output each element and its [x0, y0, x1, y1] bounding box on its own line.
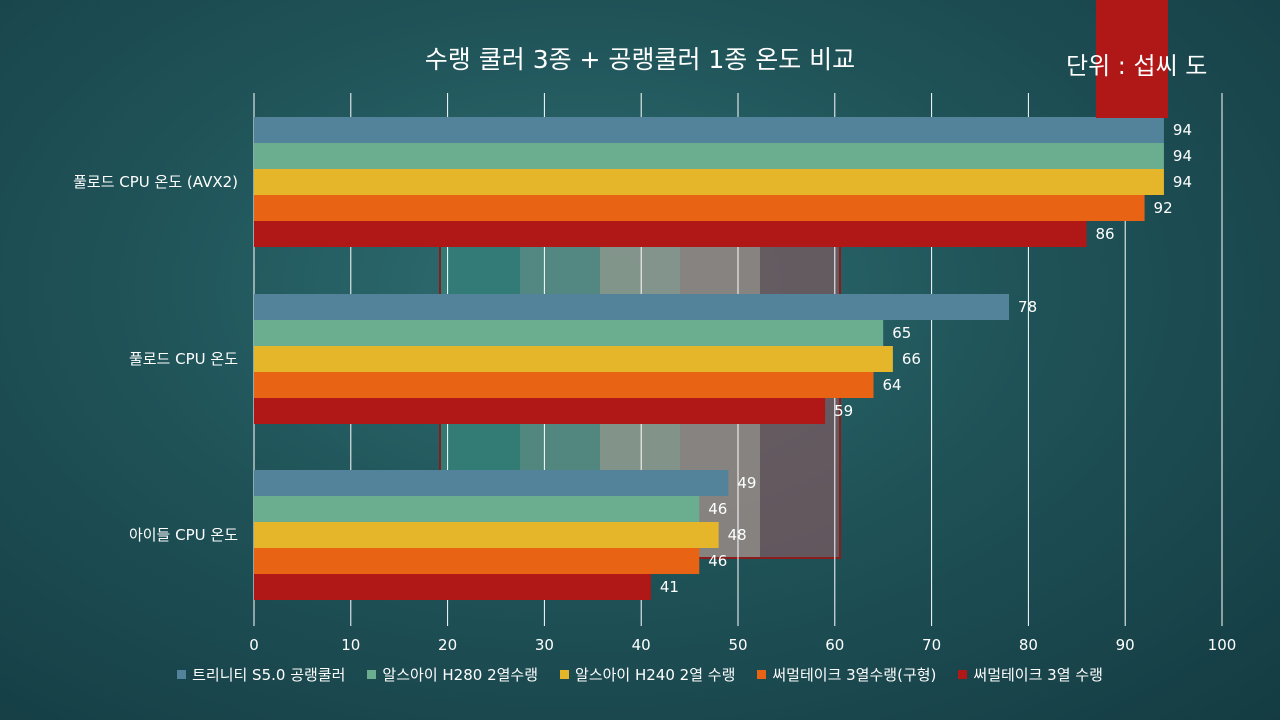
x-tick-label: 70: [922, 636, 941, 654]
data-label: 78: [1018, 298, 1037, 316]
legend-item: 알스아이 H280 2열수랭: [367, 664, 538, 685]
x-tick-label: 100: [1208, 636, 1237, 654]
bar: [254, 548, 700, 574]
bar: [254, 169, 1164, 195]
bar: [254, 398, 826, 424]
data-label: 46: [708, 552, 727, 570]
legend: 트리니티 S5.0 공랭쿨러 알스아이 H280 2열수랭 알스아이 H240 2열…: [0, 664, 1280, 685]
legend-item: 트리니티 S5.0 공랭쿨러: [177, 664, 345, 685]
legend-label: 알스아이 H280 2열수랭: [382, 666, 539, 684]
bar: [254, 574, 651, 600]
bar: [254, 346, 893, 372]
data-label: 41: [660, 578, 679, 596]
data-label: 46: [708, 500, 727, 518]
x-tick-label: 10: [341, 636, 360, 654]
category-label: 풀로드 CPU 온도 (AVX2): [73, 173, 238, 191]
x-tick-label: 20: [438, 636, 457, 654]
legend-label: 써멀테이크 3열수랭(구형): [772, 666, 937, 684]
bar: [254, 143, 1164, 169]
x-tick-label: 80: [1019, 636, 1038, 654]
data-label: 66: [902, 350, 921, 368]
bar: [254, 221, 1087, 247]
legend-label: 알스아이 H240 2열 수랭: [575, 666, 736, 684]
legend-swatch: [757, 670, 767, 679]
x-tick-label: 40: [632, 636, 651, 654]
data-label: 64: [883, 376, 902, 394]
legend-item: 알스아이 H240 2열 수랭: [560, 664, 735, 685]
bar: [254, 195, 1145, 221]
x-tick-label: 30: [535, 636, 554, 654]
bar: [254, 372, 874, 398]
data-label: 86: [1095, 225, 1114, 243]
bar: [254, 470, 729, 496]
unit-highlight-box: [1096, 0, 1168, 118]
bar: [254, 522, 719, 548]
legend-item: 써멀테이크 3열 수랭: [958, 664, 1103, 685]
x-tick-label: 90: [1116, 636, 1135, 654]
data-label: 49: [737, 474, 756, 492]
category-label: 아이들 CPU 온도: [129, 526, 238, 544]
category-label: 풀로드 CPU 온도: [129, 350, 238, 368]
legend-label: 써멀테이크 3열 수랭: [973, 666, 1103, 684]
legend-swatch: [367, 670, 377, 679]
data-label: 48: [728, 526, 747, 544]
bar: [254, 294, 1010, 320]
bar: [254, 117, 1164, 143]
data-label: 94: [1173, 121, 1192, 139]
bar: [254, 320, 884, 346]
data-label: 65: [892, 324, 911, 342]
x-tick-label: 50: [728, 636, 747, 654]
data-label: 94: [1173, 173, 1192, 191]
legend-swatch: [560, 670, 570, 679]
legend-swatch: [958, 670, 968, 679]
legend-item: 써멀테이크 3열수랭(구형): [757, 664, 936, 685]
unit-label: 단위 : 섭씨 도: [1066, 52, 1208, 80]
data-label: 94: [1173, 147, 1192, 165]
x-tick-label: 60: [825, 636, 844, 654]
data-label: 59: [834, 402, 853, 420]
legend-swatch: [177, 670, 187, 679]
data-label: 92: [1154, 199, 1173, 217]
x-tick-label: 0: [249, 636, 259, 654]
bar: [254, 496, 700, 522]
legend-label: 트리니티 S5.0 공랭쿨러: [192, 666, 346, 684]
chart-title: 수랭 쿨러 3종 + 공랭쿨러 1종 온도 비교: [424, 45, 856, 74]
